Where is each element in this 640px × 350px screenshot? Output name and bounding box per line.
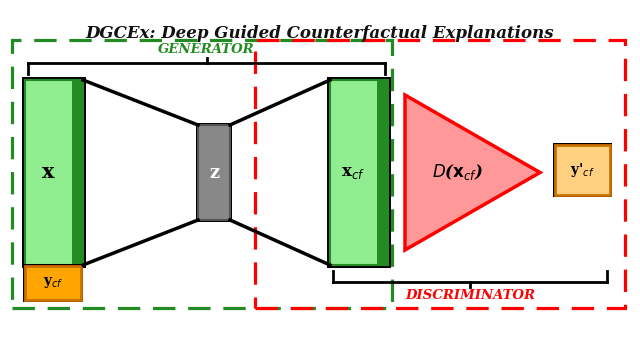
- Bar: [198, 125, 230, 220]
- Bar: [22, 77, 86, 268]
- Bar: [25, 266, 81, 300]
- Text: y$_{cf}$: y$_{cf}$: [43, 275, 63, 290]
- Text: $D$($\mathbf{x}_{cf}$): $D$($\mathbf{x}_{cf}$): [432, 162, 483, 182]
- Bar: [327, 77, 391, 268]
- Bar: [196, 123, 232, 222]
- Text: x$_{cf}$: x$_{cf}$: [342, 164, 365, 181]
- Polygon shape: [405, 95, 540, 250]
- Bar: [23, 264, 83, 302]
- Bar: [25, 80, 83, 265]
- Bar: [555, 145, 610, 195]
- Text: DISCRIMINATOR: DISCRIMINATOR: [405, 289, 535, 302]
- Text: GENERATOR: GENERATOR: [158, 43, 255, 56]
- Text: y'$_{cf}$: y'$_{cf}$: [570, 161, 595, 179]
- Bar: [553, 143, 612, 197]
- Bar: [330, 80, 388, 265]
- Bar: [377, 80, 388, 265]
- Text: z: z: [209, 163, 219, 182]
- Text: DGCEx: Deep Guided Counterfactual Explanations: DGCEx: Deep Guided Counterfactual Explan…: [86, 25, 554, 42]
- Bar: [72, 80, 83, 265]
- Text: x: x: [42, 162, 55, 182]
